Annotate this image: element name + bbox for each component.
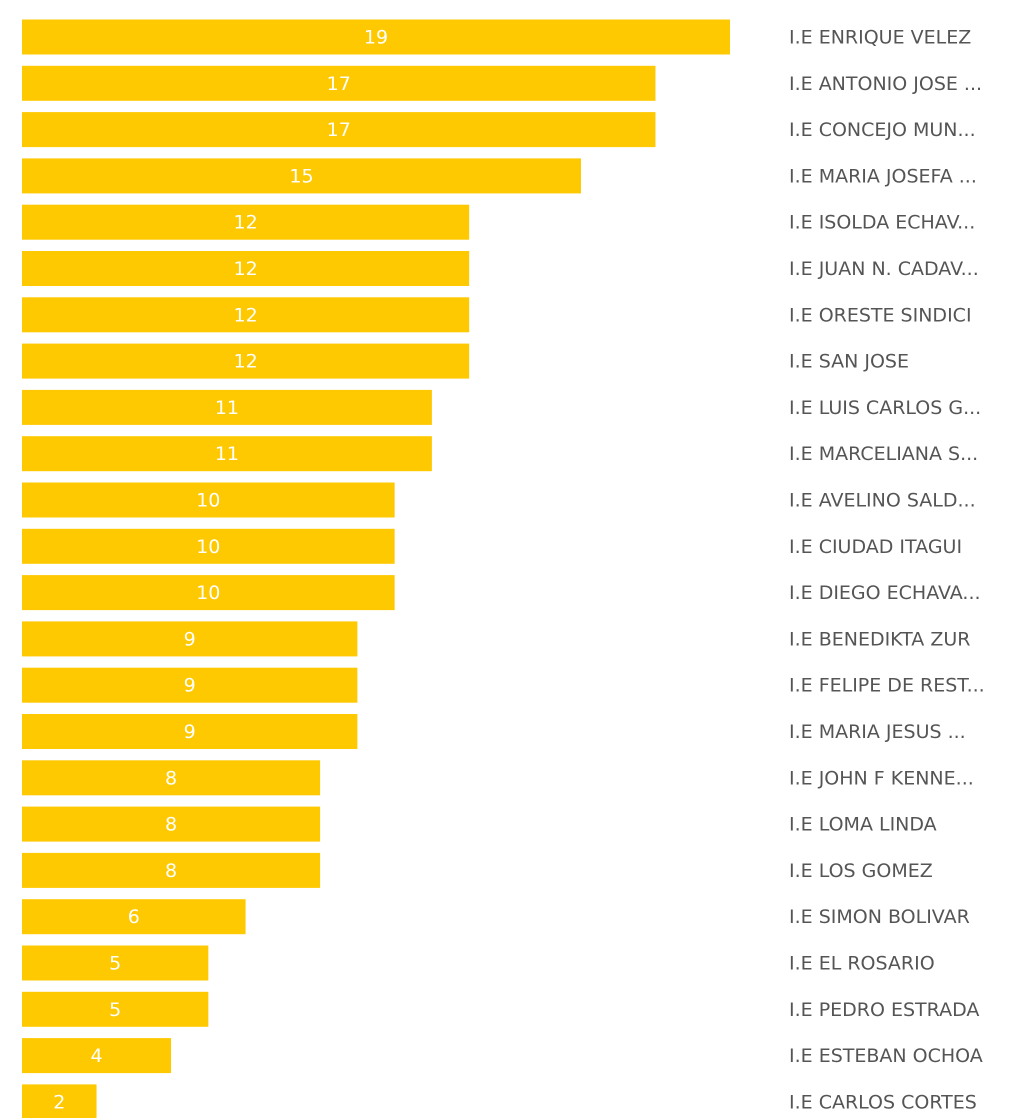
value-label: 4 [90, 1045, 102, 1067]
category-label: I.E ORESTE SINDICI [789, 304, 972, 326]
bar [22, 760, 321, 796]
category-label: I.E CONCEJO MUN... [789, 119, 976, 141]
value-label: 8 [165, 767, 177, 789]
bar [22, 714, 358, 749]
bar [22, 621, 358, 657]
bar [22, 852, 321, 888]
category-label: I.E CIUDAD ITAGUI [789, 536, 962, 558]
category-label: I.E JOHN F KENNE... [789, 767, 974, 789]
category-label: I.E ISOLDA ECHAV... [789, 212, 975, 234]
bar [22, 945, 209, 981]
bar [22, 204, 470, 240]
bar [22, 19, 730, 55]
value-label: 15 [289, 165, 313, 187]
category-label: I.E FELIPE DE REST... [789, 675, 985, 697]
value-label: 5 [109, 999, 121, 1021]
category-label: I.E ESTEBAN OCHOA [789, 1045, 983, 1067]
bar [22, 528, 395, 564]
category-label: I.E CARLOS CORTES [789, 1091, 977, 1113]
value-label: 17 [327, 73, 351, 95]
value-label: 17 [327, 119, 351, 141]
bar [22, 251, 470, 286]
value-label: 2 [53, 1091, 65, 1113]
category-label: I.E ANTONIO JOSE ... [789, 73, 982, 95]
category-label: I.E DIEGO ECHAVA... [789, 582, 981, 604]
bar [22, 158, 581, 194]
category-label: I.E SAN JOSE [789, 351, 909, 373]
value-label: 10 [196, 490, 220, 512]
bar [22, 806, 321, 842]
category-label: I.E MARIA JESUS ... [789, 721, 966, 743]
bar [22, 343, 470, 379]
value-label: 19 [364, 27, 388, 49]
value-label: 8 [165, 814, 177, 836]
value-label: 12 [233, 304, 257, 326]
category-label: I.E EL ROSARIO [789, 953, 935, 975]
bar [22, 575, 395, 611]
value-label: 11 [215, 443, 239, 465]
category-label: I.E MARCELIANA S... [789, 443, 978, 465]
value-label: 5 [109, 953, 121, 975]
bar [22, 297, 470, 333]
value-label: 9 [184, 721, 196, 743]
bar [22, 1084, 97, 1118]
value-label: 11 [215, 397, 239, 419]
bar [22, 899, 246, 935]
bar [22, 1038, 172, 1074]
value-label: 9 [184, 628, 196, 650]
bar [22, 65, 656, 101]
bar [22, 991, 209, 1027]
category-label: I.E BENEDIKTA ZUR [789, 628, 970, 650]
category-label: I.E JUAN N. CADAV... [789, 258, 979, 280]
category-label: I.E LOS GOMEZ [789, 860, 933, 882]
category-label: I.E LUIS CARLOS G... [789, 397, 981, 419]
category-label: I.E PEDRO ESTRADA [789, 999, 979, 1021]
category-label: I.E ENRIQUE VELEZ [789, 27, 971, 49]
value-label: 12 [233, 212, 257, 234]
bar [22, 389, 432, 425]
bar [22, 667, 358, 703]
value-label: 8 [165, 860, 177, 882]
category-label: I.E AVELINO SALD... [789, 490, 976, 512]
value-label: 10 [196, 582, 220, 604]
value-label: 12 [233, 351, 257, 373]
value-label: 12 [233, 258, 257, 280]
value-label: 9 [184, 675, 196, 697]
category-label: I.E MARIA JOSEFA ... [789, 165, 977, 187]
bar [22, 436, 432, 472]
category-label: I.E SIMON BOLIVAR [789, 906, 970, 928]
bar [22, 112, 656, 148]
bar [22, 482, 395, 518]
value-label: 10 [196, 536, 220, 558]
category-label: I.E LOMA LINDA [789, 814, 937, 836]
value-label: 6 [128, 906, 140, 928]
